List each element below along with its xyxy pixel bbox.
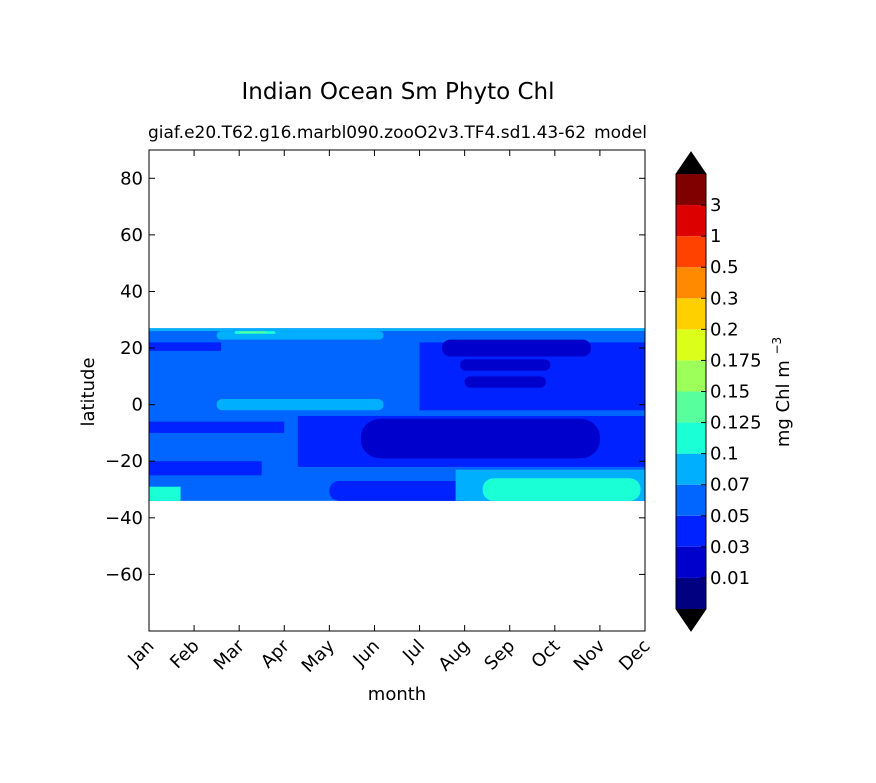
contour-region-7	[442, 339, 591, 357]
colorbar-outline	[675, 151, 707, 632]
contour-region-8	[460, 359, 551, 371]
colorbar-tick-label-10: 0.5	[710, 257, 739, 278]
colorbar-extend-under	[676, 609, 706, 631]
y-tick-label-7: −60	[105, 564, 143, 585]
contour-region-9	[464, 376, 546, 388]
colorbar-segment-9	[676, 298, 706, 330]
colorbar-segment-0	[676, 577, 706, 609]
colorbar-tick-label-2: 0.05	[710, 506, 750, 527]
contour-region-5	[149, 342, 222, 351]
colorbar-segment-3	[676, 484, 706, 516]
x-tick-label-feb: Feb	[166, 636, 203, 673]
x-tick-label-mar: Mar	[210, 635, 249, 674]
x-tick-label-sep: Sep	[480, 636, 519, 675]
x-tick-label-dec: Dec	[615, 636, 654, 675]
plot-frame	[148, 149, 646, 632]
colorbar-segment-6	[676, 391, 706, 423]
x-axis-label: month	[368, 684, 426, 705]
y-tick-label-1: 60	[120, 225, 143, 246]
colorbar-tick-label-1: 0.03	[710, 537, 750, 558]
colorbar-tick-label-5: 0.125	[710, 413, 762, 434]
colorbar-segment-5	[676, 422, 706, 454]
chart-title: Indian Ocean Sm Phyto Chl	[241, 79, 554, 105]
contour-region-1	[149, 328, 645, 332]
colorbar-tick-label-9: 0.3	[710, 288, 739, 309]
x-tick-label-jun: Jun	[349, 636, 384, 671]
x-tick-label-apr: Apr	[257, 635, 294, 672]
colorbar-tick-label-8: 0.2	[710, 319, 739, 340]
colorbar-segment-11	[676, 236, 706, 268]
colorbar-tick-label-11: 1	[710, 226, 721, 247]
colorbar-label: mg Chl m −3	[770, 337, 794, 447]
colorbar-tick-label-6: 0.15	[710, 382, 750, 403]
contour-region-18	[149, 486, 181, 501]
y-tick-label-4: 0	[132, 395, 143, 416]
plot-area	[148, 149, 646, 632]
colorbar-tick-label-12: 3	[710, 195, 721, 216]
y-tick-label-6: −40	[105, 508, 143, 529]
chart-subtitle-right: model	[594, 123, 647, 143]
x-tick-label-jul: Jul	[398, 636, 429, 667]
contour-region-14	[149, 461, 262, 476]
contour-region-4	[239, 331, 267, 334]
y-axis-label: latitude	[78, 357, 99, 426]
y-tick-label-3: 20	[120, 338, 143, 359]
colorbar-segment-2	[676, 515, 706, 547]
colorbar-tick-label-3: 0.07	[710, 475, 750, 496]
colorbar-segment-4	[676, 453, 706, 485]
colorbar-tick-label-7: 0.175	[710, 350, 762, 371]
colorbar-label-exponent: −3	[770, 337, 784, 355]
y-tick-label-0: 80	[120, 168, 143, 189]
y-tick-label-2: 40	[120, 281, 143, 302]
contour-region-15	[329, 481, 474, 501]
y-tick-label-5: −20	[105, 451, 143, 472]
x-tick-label-oct: Oct	[527, 636, 564, 673]
contour-region-13	[360, 418, 600, 459]
contour-layer	[149, 328, 645, 501]
contour-region-10	[216, 398, 384, 411]
x-tick-label-aug: Aug	[434, 636, 474, 676]
colorbar-segment-1	[676, 546, 706, 578]
colorbar-extend-over	[676, 152, 706, 174]
colorbar-label-main: mg Chl m	[773, 360, 794, 447]
x-tick-label-jan: Jan	[123, 636, 158, 671]
y-axis: 80 60 40 20 0 −20 −40 −60	[105, 168, 645, 585]
colorbar-segment-8	[676, 329, 706, 361]
colorbar-tick-label-4: 0.1	[710, 444, 739, 465]
chart-subtitle-left: giaf.e20.T62.g16.marbl090.zooO2v3.TF4.sd…	[148, 123, 586, 143]
colorbar: 0.01 0.03 0.05 0.07 0.1 0.125 0.15 0.175 0.2 0.3 0…	[675, 151, 762, 632]
contour-region-17	[482, 478, 641, 501]
colorbar-segment-13	[676, 174, 706, 206]
colorbar-segment-12	[676, 205, 706, 237]
colorbar-tick-label-0: 0.01	[710, 568, 750, 589]
contour-region-11	[149, 421, 285, 433]
x-tick-label-nov: Nov	[570, 635, 610, 675]
colorbar-segment-7	[676, 360, 706, 392]
colorbar-segment-10	[676, 267, 706, 299]
x-tick-label-may: May	[298, 635, 339, 676]
